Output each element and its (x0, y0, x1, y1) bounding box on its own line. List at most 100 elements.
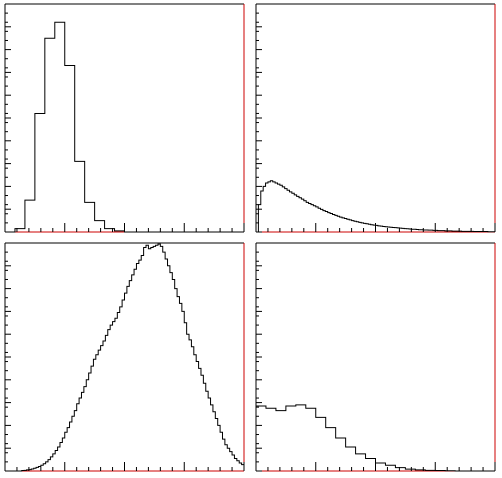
histogram-bin (270, 181, 272, 232)
histogram-bin (65, 66, 75, 232)
histogram-bin (368, 224, 370, 232)
histogram-bin (301, 199, 303, 232)
histogram-bin (86, 380, 88, 471)
histogram-bin (175, 289, 177, 471)
histogram-bin (105, 335, 107, 471)
histogram-bin (356, 222, 358, 232)
histogram-bin (268, 182, 270, 232)
histogram-bin (79, 398, 81, 471)
histogram-panel-3 (4, 242, 245, 472)
histogram-bin (323, 211, 325, 232)
histogram-bin (115, 318, 117, 471)
histogram-bin (296, 405, 306, 471)
histogram-outline (5, 21, 244, 233)
histogram-bin (110, 325, 112, 471)
histogram-bin (266, 408, 276, 471)
histogram-bin (318, 208, 320, 232)
histogram-bin (129, 281, 131, 471)
histogram-bin (70, 422, 72, 471)
histogram-bin (304, 201, 306, 232)
histogram-bin (72, 416, 74, 471)
histogram-bin (168, 266, 170, 471)
histogram-bin (132, 275, 134, 471)
histogram-bin (184, 323, 186, 471)
histogram-bin (108, 330, 110, 471)
histogram-bin (347, 219, 349, 232)
histogram-bin (273, 182, 275, 232)
histogram-bin (354, 221, 356, 232)
histogram-bin (165, 259, 167, 471)
histogram-bin (91, 366, 93, 471)
histogram-bin (266, 183, 268, 232)
histogram-bin (395, 468, 405, 471)
histogram-bin (134, 269, 136, 471)
histogram-outline (255, 404, 495, 472)
histogram-bin (144, 248, 146, 471)
histogram-bin (376, 463, 386, 471)
histogram-bin (96, 355, 98, 471)
histogram-bin (113, 322, 115, 471)
histogram-bin (306, 408, 316, 471)
histogram-bin (196, 362, 198, 471)
histogram-bin (141, 256, 143, 471)
histogram-bin (25, 200, 35, 232)
histogram-bin (263, 186, 265, 232)
histogram-bin (136, 264, 138, 471)
histogram-bin (98, 350, 100, 471)
histogram-bin (146, 245, 148, 471)
histogram-bin (292, 193, 294, 232)
histogram-bin (215, 419, 217, 471)
histogram-bin (311, 205, 313, 232)
histogram-bin (122, 300, 124, 471)
histogram-bin (280, 185, 282, 232)
histogram-bin (309, 204, 311, 233)
histogram-bin (344, 219, 346, 232)
histogram-bin (160, 246, 162, 471)
histogram-panel-1 (4, 3, 245, 233)
histogram-bin (95, 221, 105, 232)
histogram-bin (89, 373, 91, 471)
histogram-panel-4 (255, 242, 496, 472)
histogram-bin (187, 334, 189, 471)
histogram-outline (5, 243, 245, 472)
histogram-bin (213, 412, 215, 471)
histogram-bin (101, 346, 103, 471)
histogram-bin (103, 341, 105, 471)
histogram-bin (148, 249, 150, 471)
histogram-bin (366, 224, 368, 232)
histogram-bin (199, 368, 201, 471)
histogram-bin (67, 428, 69, 471)
histogram-bin (203, 383, 205, 471)
histogram-bin (201, 375, 203, 471)
histogram-bin (306, 202, 308, 232)
histogram-bin (81, 392, 83, 471)
histogram-bin (179, 303, 181, 471)
histogram-bin (84, 387, 86, 471)
histogram-bin (371, 225, 373, 232)
histogram-bin (189, 340, 191, 471)
histogram-panel-2 (255, 3, 496, 233)
histogram-bin (330, 214, 332, 232)
histogram-bin (125, 293, 127, 471)
histogram-bin (45, 38, 55, 232)
histogram-bin (278, 184, 280, 232)
histogram-bin (321, 209, 323, 232)
histogram-bin (332, 214, 334, 232)
histogram-bin (35, 113, 45, 232)
histogram-bin (93, 359, 95, 471)
histogram-bin (77, 404, 79, 471)
histogram-bin (156, 245, 158, 471)
histogram-bin (55, 22, 65, 232)
histogram-bin (378, 226, 380, 232)
histogram-bin (206, 391, 208, 471)
histogram-bin (85, 202, 95, 232)
histogram-bin (346, 447, 356, 471)
histogram-bin (342, 218, 344, 232)
histogram-bin (225, 445, 227, 471)
histogram-bin (158, 244, 160, 471)
histogram-bin (211, 405, 213, 471)
histogram-bin (276, 411, 286, 471)
histogram-bin (117, 313, 119, 471)
histogram-bin (299, 198, 301, 232)
